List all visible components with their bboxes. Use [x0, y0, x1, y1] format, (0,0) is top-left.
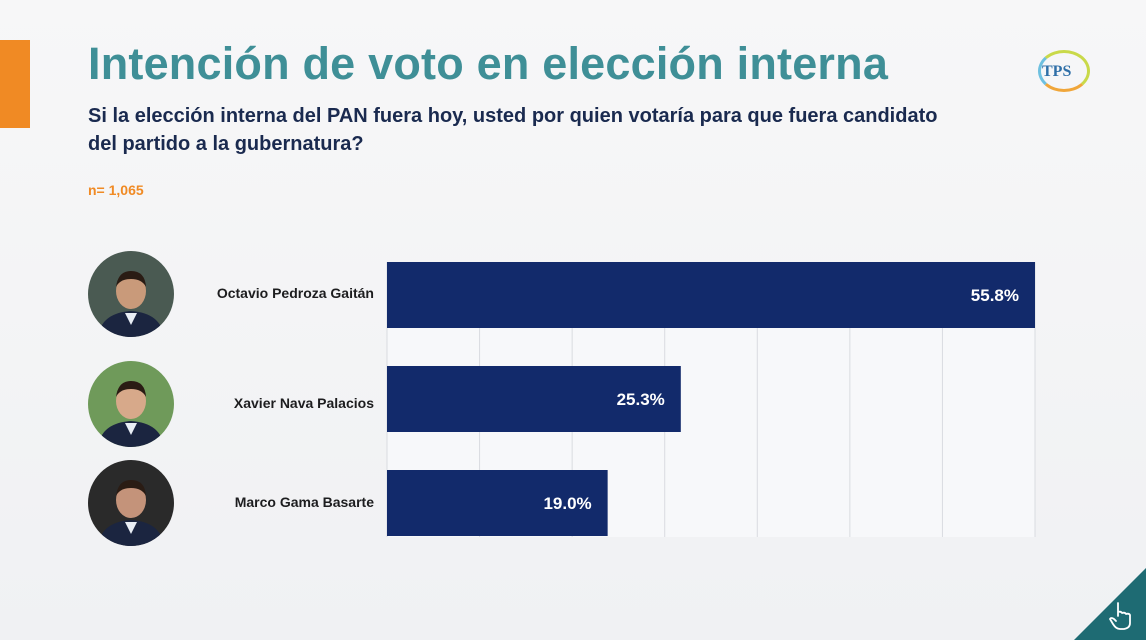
candidate-photo-icon — [88, 460, 174, 546]
bar-3 — [387, 470, 608, 536]
bar-1 — [387, 262, 1035, 328]
corner-triangle — [1074, 568, 1146, 640]
accent-bar — [0, 40, 30, 128]
corner-button[interactable] — [1074, 568, 1146, 640]
bar-value-label-1: 55.8% — [971, 286, 1019, 305]
bar-value-label-3: 19.0% — [543, 494, 591, 513]
candidate-photo-icon — [88, 251, 174, 337]
logo-ring — [1038, 50, 1090, 92]
sample-size: n= 1,065 — [88, 182, 144, 198]
candidate-name-2: Xavier Nava Palacios — [233, 395, 374, 411]
candidate-photo-icon — [88, 361, 174, 447]
tps-logo-icon: TPS — [1038, 50, 1094, 96]
candidate-name-3: Marco Gama Basarte — [234, 494, 374, 510]
pointing-hand-icon — [1109, 602, 1131, 630]
candidate-name-1: Octavio Pedroza Gaitán — [216, 285, 374, 301]
bar-2 — [387, 366, 681, 432]
logo-text: TPS — [1042, 63, 1072, 80]
bar-value-label-2: 25.3% — [617, 390, 665, 409]
page-title: Intención de voto en elección interna — [88, 38, 889, 89]
survey-question: Si la elección interna del PAN fuera hoy… — [88, 105, 938, 155]
